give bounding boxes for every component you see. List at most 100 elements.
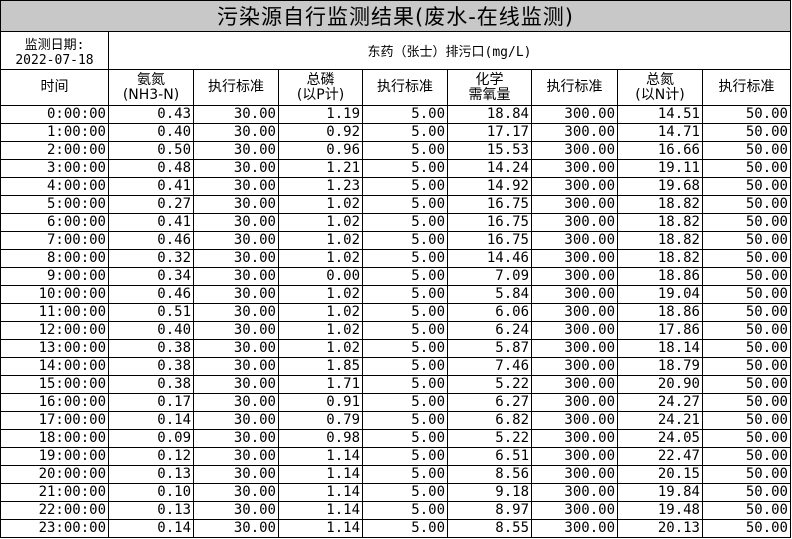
table-cell: 30.00 [193,195,279,214]
table-row: 1:00:00 0.40 30.00 0.92 5.00 17.17 300.00 14.71… [0,123,791,142]
table-cell: 5.00 [362,411,448,430]
table-cell: 20.15 [617,465,703,484]
table-cell: 50.00 [702,303,791,322]
table-cell: 300.00 [531,483,618,502]
table-cell: 300.00 [531,465,618,484]
table-cell: 5.00 [362,123,448,142]
table-cell: 5.84 [447,285,532,304]
table-cell: 20.90 [617,375,703,394]
table-cell: 0.50 [108,141,194,160]
table-cell: 18.82 [617,213,703,232]
table-cell: 5.00 [362,105,448,124]
table-cell: 50.00 [702,321,791,340]
table-cell: 30.00 [193,249,279,268]
table-cell: 8.97 [447,501,532,520]
date-value: 2022-07-18 [15,52,94,68]
outlet-name: 东药（张士）排污口(mg/L) [108,31,791,70]
table-row: 16:00:00 0.17 30.00 0.91 5.00 6.27 300.00 24.27… [0,393,791,412]
table-cell: 5.00 [362,285,448,304]
table-cell: 16.66 [617,141,703,160]
table-cell: 24.21 [617,411,703,430]
table-cell: 0.40 [108,321,194,340]
table-cell: 300.00 [531,501,618,520]
table-cell: 30.00 [193,375,279,394]
table-cell: 300.00 [531,411,618,430]
column-header: 氨氮 (NH3-N) [108,69,194,106]
table-row: 5:00:00 0.27 30.00 1.02 5.00 16.75 300.00 18.82… [0,195,791,214]
column-header: 执行标准 [362,69,448,106]
table-cell: 5.22 [447,429,532,448]
table-cell: 0.46 [108,285,194,304]
table-cell: 19.68 [617,177,703,196]
table-cell: 5.00 [362,465,448,484]
column-header: 总磷 (以P计) [278,69,363,106]
table-cell: 0.10 [108,483,194,502]
column-header-row: 时间 氨氮 (NH3-N) 执行标准 总磷 (以P计) 执行标准 化学 需氧量 执行标准 总氮… [0,69,791,106]
table-cell: 50.00 [702,411,791,430]
table-row: 8:00:00 0.32 30.00 1.02 5.00 14.46 300.00 18.82… [0,249,791,268]
table-cell: 300.00 [531,177,618,196]
table-cell: 50.00 [702,501,791,520]
table-cell: 0.92 [278,123,363,142]
table-cell: 18.82 [617,231,703,250]
table-cell: 19.84 [617,483,703,502]
table-cell: 0.14 [108,411,194,430]
table-cell: 9:00:00 [0,267,109,286]
table-cell: 30.00 [193,357,279,376]
table-cell: 1.02 [278,231,363,250]
column-header: 执行标准 [193,69,279,106]
table-cell: 9.18 [447,483,532,502]
table-cell: 11:00:00 [0,303,109,322]
table-cell: 6.51 [447,447,532,466]
table-cell: 50.00 [702,231,791,250]
table-row: 6:00:00 0.41 30.00 1.02 5.00 16.75 300.00 18.82… [0,213,791,232]
table-cell: 1.02 [278,195,363,214]
table-cell: 21:00:00 [0,483,109,502]
table-cell: 5:00:00 [0,195,109,214]
table-cell: 50.00 [702,465,791,484]
table-row: 11:00:00 0.51 30.00 1.02 5.00 6.06 300.00 18.86… [0,303,791,322]
table-cell: 50.00 [702,339,791,358]
table-cell: 14.92 [447,177,532,196]
table-cell: 30.00 [193,447,279,466]
table-cell: 12:00:00 [0,321,109,340]
table-cell: 300.00 [531,195,618,214]
date-label: 监测日期: [24,37,85,53]
report-title: 污染源自行监测结果(废水-在线监测) [0,0,791,32]
table-cell: 30.00 [193,519,279,538]
table-row: 18:00:00 0.09 30.00 0.98 5.00 5.22 300.00 24.05… [0,429,791,448]
table-cell: 300.00 [531,123,618,142]
table-cell: 5.00 [362,195,448,214]
table-cell: 16.75 [447,231,532,250]
date-cell: 监测日期: 2022-07-18 [0,31,109,70]
table-cell: 5.00 [362,447,448,466]
table-cell: 300.00 [531,321,618,340]
table-cell: 14.46 [447,249,532,268]
table-row: 22:00:00 0.13 30.00 1.14 5.00 8.97 300.00 19.48… [0,501,791,520]
table-cell: 50.00 [702,123,791,142]
table-cell: 6.06 [447,303,532,322]
table-cell: 0.38 [108,375,194,394]
table-cell: 0.09 [108,429,194,448]
table-cell: 5.00 [362,501,448,520]
table-cell: 18.82 [617,249,703,268]
table-cell: 0.34 [108,267,194,286]
table-cell: 50.00 [702,447,791,466]
table-cell: 8.55 [447,519,532,538]
table-row: 3:00:00 0.48 30.00 1.21 5.00 14.24 300.00 19.11… [0,159,791,178]
table-cell: 19:00:00 [0,447,109,466]
table-cell: 18.86 [617,303,703,322]
table-row: 0:00:00 0.43 30.00 1.19 5.00 18.84 300.00 14.51… [0,105,791,124]
table-cell: 1.85 [278,357,363,376]
table-cell: 18.14 [617,339,703,358]
table-cell: 5.00 [362,375,448,394]
table-cell: 30.00 [193,501,279,520]
table-cell: 24.05 [617,429,703,448]
table-cell: 0.91 [278,393,363,412]
table-cell: 300.00 [531,429,618,448]
table-cell: 0:00:00 [0,105,109,124]
table-cell: 300.00 [531,519,618,538]
table-cell: 30.00 [193,213,279,232]
table-cell: 6.24 [447,321,532,340]
table-row: 2:00:00 0.50 30.00 0.96 5.00 15.53 300.00 16.66… [0,141,791,160]
